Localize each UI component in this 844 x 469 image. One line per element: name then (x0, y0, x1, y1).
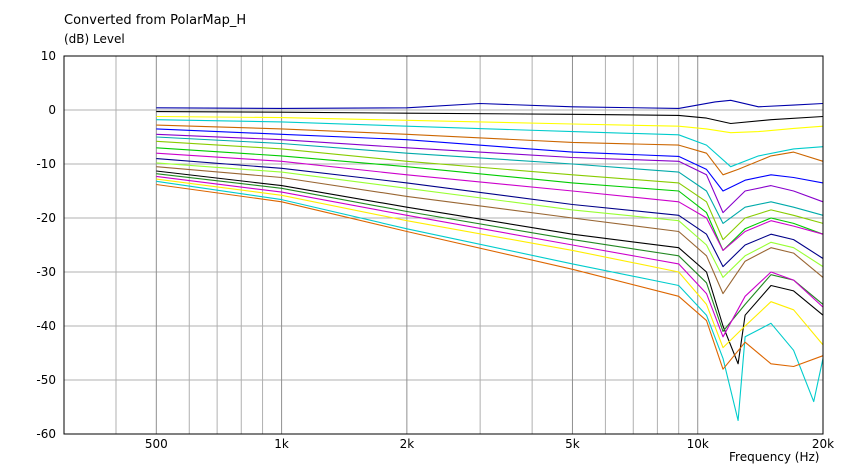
x-tick-label: 500 (145, 437, 168, 451)
series-line-9 (156, 140, 824, 241)
tick-labels: 10 0 -10 -20 -30 -40 -50 -60 500 1k 2k 5k 10k 20k (36, 49, 834, 451)
series-line-1 (156, 99, 824, 109)
x-axis-label: Frequency (Hz) (729, 450, 820, 464)
chart-title: Converted from PolarMap_H (64, 13, 247, 28)
series-line-15 (156, 170, 824, 365)
series-line-13 (156, 162, 824, 278)
x-tick-label: 1k (274, 437, 289, 451)
plot-frame (63, 55, 824, 435)
series-line-16 (156, 173, 824, 332)
series-line-7 (156, 133, 824, 214)
y-tick-label: -20 (36, 211, 56, 225)
x-tick-label: 2k (400, 437, 415, 451)
series-line-18 (156, 178, 824, 349)
grid-lines (64, 55, 824, 435)
y-tick-label: -50 (36, 373, 56, 387)
series-line-11 (156, 152, 824, 251)
y-tick-label: -40 (36, 319, 56, 333)
series-line-6 (156, 128, 824, 192)
y-tick-label: 10 (41, 49, 56, 63)
series-line-4 (156, 119, 824, 168)
y-tick-label: -30 (36, 265, 56, 279)
x-tick-label: 20k (812, 437, 834, 451)
y-tick-label: -10 (36, 157, 56, 171)
series-line-10 (156, 147, 824, 251)
series-line-5 (156, 124, 824, 176)
series-line-8 (156, 136, 824, 224)
series-line-2 (156, 111, 824, 125)
series-line-14 (156, 166, 824, 295)
series-line-12 (156, 158, 824, 268)
series-line-19 (156, 180, 824, 422)
y-axis-label: (dB) Level (64, 32, 125, 46)
y-tick-label: -60 (36, 427, 56, 441)
x-tick-label: 5k (565, 437, 580, 451)
series-lines (156, 99, 824, 422)
series-line-20 (156, 183, 824, 370)
series-line-17 (156, 175, 824, 338)
x-tick-label: 10k (687, 437, 709, 451)
y-tick-label: 0 (48, 103, 56, 117)
series-line-3 (156, 115, 824, 134)
